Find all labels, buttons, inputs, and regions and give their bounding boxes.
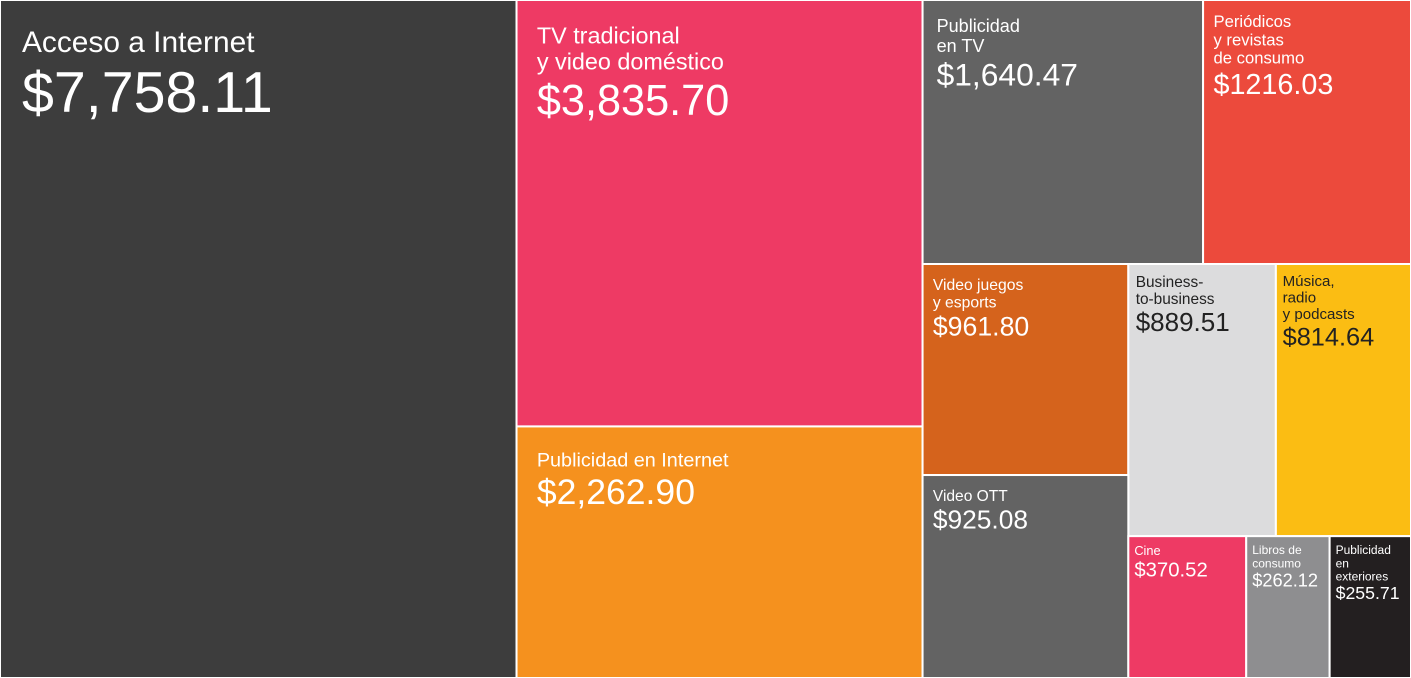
label-line: y video doméstico xyxy=(537,48,724,74)
label-line: TV tradicional xyxy=(537,23,680,49)
tile-label: Publicidad en Internet xyxy=(537,450,729,472)
tile-label: Periódicos y revistas de consumo xyxy=(1213,12,1304,68)
label-line: y revistas xyxy=(1213,30,1283,49)
tile-value: $1,640.47 xyxy=(937,56,1078,92)
tile xyxy=(1127,263,1277,538)
tile-value: $3,835.70 xyxy=(537,77,729,125)
tile-label: Libros de consumo xyxy=(1252,543,1302,570)
tile-value: $7,758.11 xyxy=(22,61,273,125)
label-line: radio xyxy=(1283,289,1317,306)
tile-value: $262.12 xyxy=(1252,571,1318,591)
tile-label: Business-to-business xyxy=(1136,274,1215,308)
label-line: de consumo xyxy=(1213,49,1304,68)
label-line: Periódicos xyxy=(1213,12,1291,31)
tile-value: $255.71 xyxy=(1336,583,1400,603)
tile-label: Acceso a Internet xyxy=(22,26,255,59)
tile xyxy=(921,474,1130,678)
tile-value: $1216.03 xyxy=(1213,69,1333,101)
label-line: Video OTT xyxy=(933,488,1008,505)
tile xyxy=(921,263,1130,477)
label-line: to-business xyxy=(1136,291,1215,308)
tile-label: TV tradicional y video doméstico xyxy=(537,23,724,75)
label-line: Música, xyxy=(1283,273,1335,290)
tile-value: $925.08 xyxy=(933,505,1028,535)
label-line: y podcasts xyxy=(1283,306,1355,323)
tile-value: $370.52 xyxy=(1134,559,1207,581)
label-line: consumo xyxy=(1252,556,1301,570)
label-line: en TV xyxy=(937,36,985,56)
label-line: en xyxy=(1336,556,1349,570)
label-line: Cine xyxy=(1134,543,1160,558)
label-line: Acceso a Internet xyxy=(22,26,255,59)
label-line: Business- xyxy=(1136,274,1204,291)
tile-label: Música, radio y podcasts xyxy=(1283,273,1355,323)
tile xyxy=(1245,535,1331,678)
label-line: Video juegos xyxy=(933,277,1024,294)
tile-value: $889.51 xyxy=(1136,307,1230,337)
tile-label: Publicidad en exteriores xyxy=(1336,543,1391,583)
tile-label: Video juegos y esports xyxy=(933,277,1024,311)
tile xyxy=(0,0,518,678)
tile-value: $961.80 xyxy=(933,311,1029,341)
tile-label: Publicidad en TV xyxy=(937,16,1020,56)
label-line: y esports xyxy=(933,294,997,311)
tile-value: $814.64 xyxy=(1283,324,1375,352)
tile-label: Video OTT xyxy=(933,488,1008,505)
label-line: Publicidad xyxy=(1336,543,1391,557)
label-line: Publicidad xyxy=(937,16,1020,36)
label-line: exteriores xyxy=(1336,569,1389,583)
tile-value: $2,262.90 xyxy=(537,472,695,512)
label-line: Libros de xyxy=(1252,543,1302,557)
tile xyxy=(921,0,1205,266)
tile-label: Cine xyxy=(1134,543,1160,558)
label-line: Publicidad en Internet xyxy=(537,450,729,472)
tile xyxy=(515,0,924,428)
